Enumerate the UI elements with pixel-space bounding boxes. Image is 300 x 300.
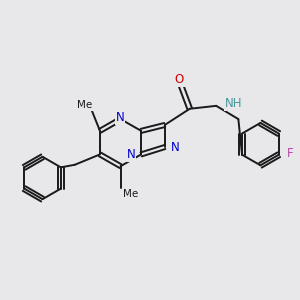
Text: N: N [171,141,180,154]
Text: Me: Me [77,100,92,110]
Text: Me: Me [124,189,139,199]
Text: O: O [175,74,184,86]
Text: NH: NH [224,97,242,110]
Text: F: F [287,147,294,160]
Text: N: N [116,111,124,124]
Text: N: N [127,148,135,161]
